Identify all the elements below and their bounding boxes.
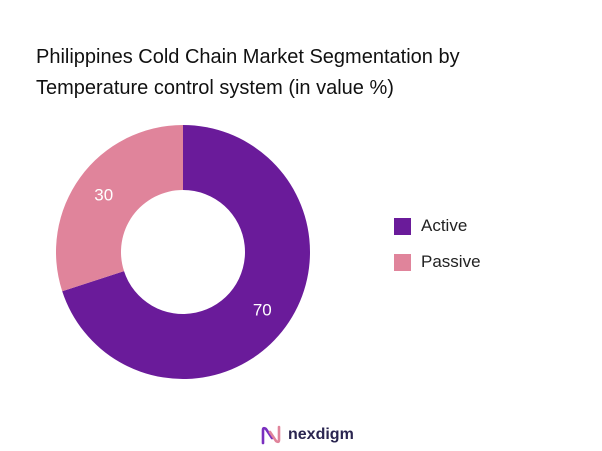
data-label-passive: 30 (94, 185, 113, 204)
chart-title-line-2: Temperature control system (in value %) (36, 77, 394, 99)
legend-swatch-active (394, 217, 411, 235)
data-label-active: 70 (253, 301, 272, 320)
legend-label-passive: Passive (421, 252, 481, 271)
legend-label-active: Active (421, 216, 468, 235)
brand-name: nexdigm (288, 426, 354, 443)
legend-item-passive: Passive (394, 250, 481, 274)
chart-legend: Active Passive (394, 214, 481, 286)
nexdigm-logo-icon (261, 425, 281, 445)
brand-logo: nexdigm (260, 424, 354, 446)
legend-swatch-passive (394, 253, 411, 271)
donut-slice-passive (55, 125, 183, 292)
legend-item-active: Active (394, 214, 481, 238)
donut-slice-active (62, 125, 311, 379)
chart-title: Philippines Cold Chain Market Segmentati… (36, 42, 576, 104)
chart-title-line-1: Philippines Cold Chain Market Segmentati… (36, 46, 460, 68)
